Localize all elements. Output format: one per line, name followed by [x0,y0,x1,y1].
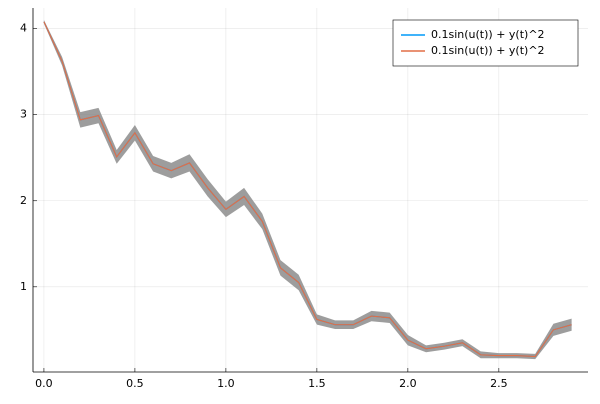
series-line [43,21,572,358]
x-tick-label: 1.0 [217,377,235,390]
legend-box [392,19,579,67]
x-tick-label: 0.0 [35,377,53,390]
y-tick-label: 1 [20,280,27,293]
legend: 0.1sin(u(t)) + y(t)^2 0.1sin(u(t)) + y(t)… [392,19,579,67]
legend-label: 0.1sin(u(t)) + y(t)^2 [431,28,545,41]
y-tick-label: 2 [20,194,27,207]
x-tick-label: 0.5 [126,377,144,390]
x-tick-label: 1.5 [308,377,326,390]
ribbon [43,20,572,360]
x-tick-label: 2.0 [399,377,417,390]
x-tick-label: 2.5 [490,377,508,390]
y-tick-label: 4 [20,22,27,35]
y-tick-label: 3 [20,108,27,121]
legend-label: 0.1sin(u(t)) + y(t)^2 [431,44,545,57]
